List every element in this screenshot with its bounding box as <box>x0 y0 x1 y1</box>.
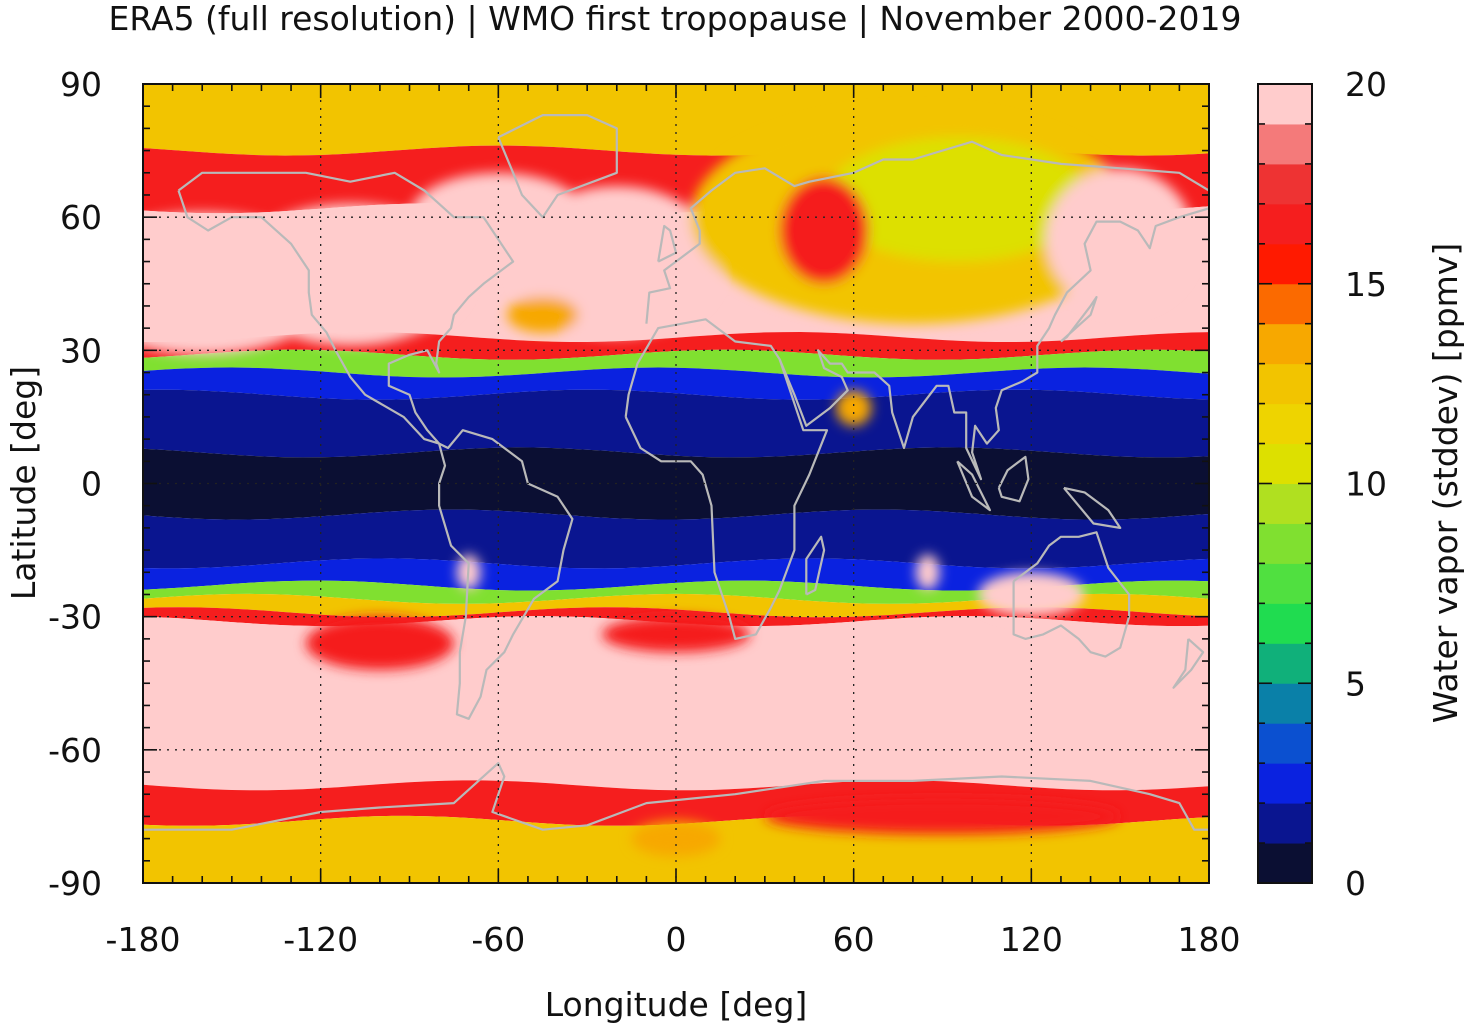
colorbar-level-15 <box>1258 243 1312 285</box>
feature-9 <box>305 616 454 670</box>
x-tick-label: 180 <box>1178 920 1241 959</box>
colorbar-level-12 <box>1258 363 1312 405</box>
y-tick-label: -30 <box>48 598 102 637</box>
coastline-14 <box>143 762 1209 831</box>
colorbar-level-5 <box>1258 643 1312 684</box>
x-axis-ticks: -180 -120 -60 0 60 120 180 <box>106 84 1241 959</box>
y-tick-label: 30 <box>60 331 102 370</box>
gridlines <box>143 84 1209 883</box>
colorbar-level-8 <box>1258 523 1312 564</box>
band-8 <box>143 509 1209 569</box>
coastline-1 <box>438 429 574 720</box>
band-5 <box>143 367 1209 400</box>
colorbar-level-1 <box>1258 803 1312 844</box>
coastline-2 <box>624 318 829 640</box>
x-tick-label: -180 <box>106 920 181 959</box>
colorbar-level-3 <box>1258 723 1312 764</box>
x-tick-label: 0 <box>666 920 687 959</box>
coastline-0 <box>177 171 515 445</box>
feature-10 <box>601 616 751 653</box>
feature-3 <box>513 186 721 338</box>
x-tick-label: -120 <box>283 920 358 959</box>
colorbar-level-11 <box>1258 403 1312 445</box>
colorbar-level-19 <box>1258 84 1312 125</box>
plot-area <box>143 84 1209 883</box>
y-tick-label: 60 <box>60 198 102 237</box>
feature-11 <box>978 572 1085 617</box>
colorbar-level-7 <box>1258 563 1312 604</box>
colorbar-ticks: 0 5 10 15 20 <box>1258 65 1387 903</box>
colorbar-level-2 <box>1258 763 1312 804</box>
colorbar-label: Water vapor (stddev) [ppmv] <box>1426 243 1465 723</box>
colorbar-level-9 <box>1258 483 1312 524</box>
coastline-3 <box>645 140 1209 324</box>
y-axis-ticks: -90 -60 -30 0 30 60 90 <box>48 65 1209 903</box>
coastline-5 <box>1012 531 1131 658</box>
chart-title: ERA5 (full resolution) | WMO first tropo… <box>109 0 1242 38</box>
colorbar-tick-label: 5 <box>1345 664 1366 703</box>
band-9 <box>143 558 1209 591</box>
feature-7 <box>1046 168 1195 311</box>
colorbar-level-10 <box>1258 443 1312 484</box>
colorbar-level-17 <box>1258 163 1312 205</box>
x-tick-label: 120 <box>1000 920 1063 959</box>
coastline-8 <box>1063 486 1122 529</box>
y-tick-label: -90 <box>48 864 102 903</box>
colorbar-tick-label: 10 <box>1345 465 1387 504</box>
band-6 <box>143 389 1209 458</box>
x-axis-label: Longitude [deg] <box>545 985 808 1024</box>
feature-15 <box>631 820 721 857</box>
coastline-4 <box>778 207 1209 481</box>
y-tick-label: 0 <box>81 465 102 504</box>
feature-5 <box>824 137 1091 262</box>
band-4 <box>143 349 1209 378</box>
coastlines <box>143 114 1209 831</box>
coastline-10 <box>497 114 618 219</box>
y-tick-label: -60 <box>48 731 102 770</box>
coastline-12 <box>1172 638 1205 689</box>
colorbar-level-18 <box>1258 123 1312 165</box>
feature-12 <box>835 390 872 426</box>
band-7 <box>143 447 1209 520</box>
feature-13 <box>915 554 940 591</box>
colorbar-level-6 <box>1258 603 1312 644</box>
colorbar-level-0 <box>1258 843 1312 884</box>
colorbar-level-16 <box>1258 203 1312 245</box>
colorbar-level-14 <box>1258 283 1312 325</box>
coastline-7 <box>997 455 1030 503</box>
x-tick-label: 60 <box>833 920 875 959</box>
coastline-11 <box>1060 296 1098 343</box>
colorbar-tick-label: 0 <box>1345 864 1366 903</box>
coastline-6 <box>956 460 991 512</box>
colorbar-level-4 <box>1258 683 1312 724</box>
coastline-9 <box>805 535 826 596</box>
coastline-13 <box>657 224 678 263</box>
colorbar-level-13 <box>1258 323 1312 365</box>
feature-16 <box>764 798 1121 835</box>
feature-1 <box>231 203 469 346</box>
feature-6 <box>779 177 869 284</box>
colorbar-tick-label: 15 <box>1345 265 1387 304</box>
band-3 <box>143 332 1209 360</box>
feature-8 <box>507 297 579 333</box>
colorbar <box>1257 83 1313 884</box>
y-axis-label: Latitude [deg] <box>4 366 43 600</box>
band-10 <box>143 580 1209 604</box>
x-tick-label: -60 <box>471 920 525 959</box>
colorbar-tick-label: 20 <box>1345 65 1387 104</box>
y-tick-label: 90 <box>60 65 102 104</box>
